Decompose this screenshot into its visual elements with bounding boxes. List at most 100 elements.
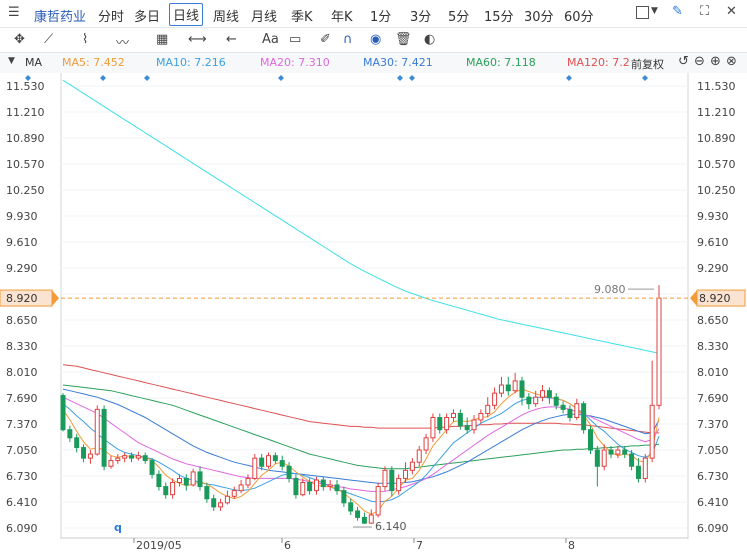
price-overlay: 8.920 8.920 9.080 6.140 q — [0, 75, 746, 534]
y-tick-label-left: 6.730 — [6, 470, 38, 483]
event-marker — [278, 75, 284, 81]
candle-body — [478, 412, 484, 421]
y-tick-label-left: 7.050 — [6, 444, 38, 457]
range-tool-icon[interactable]: ⟷ — [188, 32, 207, 47]
candle-body — [259, 457, 265, 467]
ma60-label: MA60: 7.118 — [466, 56, 536, 69]
period-tab-7[interactable]: 1分 — [370, 10, 392, 25]
candle-body — [355, 510, 361, 518]
y-tick-label-left: 11.530 — [6, 80, 45, 93]
collapse-icon[interactable]: ▼ — [8, 56, 15, 66]
eraser-icon[interactable]: ✐ — [320, 32, 331, 47]
line-tool-icon[interactable]: ⟋ — [44, 32, 54, 47]
candle-body — [67, 429, 73, 439]
y-tick-label-left: 8.010 — [6, 366, 38, 379]
ma120-label: MA120: 7.2 — [567, 56, 630, 69]
candle-body — [122, 455, 128, 459]
checkbox-icon[interactable] — [636, 6, 649, 19]
stock-name[interactable]: 康哲药业 — [34, 10, 87, 25]
candle-body — [272, 455, 278, 462]
magnet-icon[interactable]: ∩ — [343, 32, 353, 47]
period-tab-4[interactable]: 月线 — [251, 10, 278, 25]
candle-body — [416, 449, 422, 463]
y-tick-label-left: 10.570 — [6, 158, 45, 171]
y-tick-label-left: 7.370 — [6, 418, 38, 431]
period-tab-1[interactable]: 多日 — [134, 10, 161, 25]
y-tick-label-right: 7.690 — [697, 392, 729, 405]
kline-chart[interactable]: 11.530 11.210 10.890 10.570 10.250 9.930 9.610… — [0, 73, 747, 553]
candle-body — [156, 473, 162, 488]
y-tick-label-left: 9.290 — [6, 262, 38, 275]
candle-body — [81, 447, 87, 459]
candle-body — [635, 465, 641, 479]
zoom-in-icon[interactable]: ⊕ — [710, 54, 721, 69]
candle-body — [464, 425, 470, 431]
candle-body — [327, 484, 333, 488]
grid-tool-icon[interactable]: ▦ — [156, 32, 169, 47]
period-tab-10[interactable]: 15分 — [484, 10, 514, 25]
y-tick-label-right: 10.250 — [697, 184, 736, 197]
crosshair-icon[interactable]: ✥ — [14, 32, 25, 47]
y-tick-label-left: 11.210 — [6, 106, 45, 119]
arrow-left-icon[interactable]: ← — [226, 32, 237, 47]
current-price-label-right: 8.920 — [699, 292, 731, 305]
y-tick-label-right: 8.330 — [697, 340, 729, 353]
current-price-arrow-right — [690, 290, 697, 307]
y-tick-label-right: 11.210 — [697, 106, 736, 119]
chevron-down-icon[interactable]: ▼ — [651, 6, 658, 16]
close-icon[interactable]: ✕ — [726, 4, 737, 19]
candle-body — [594, 449, 600, 467]
period-tab-0[interactable]: 分时 — [98, 10, 125, 25]
candle-body — [293, 477, 299, 496]
period-tab-5[interactable]: 季K — [291, 10, 313, 25]
zoom-out-icon[interactable]: ⊖ — [694, 54, 705, 69]
left-price-axis: 11.530 11.210 10.890 10.570 10.250 9.930 9.610… — [6, 80, 45, 535]
candle-body — [197, 471, 203, 488]
x-tick-label: 6 — [284, 539, 291, 552]
undo-icon[interactable]: ↺ — [678, 54, 689, 69]
fullscreen-icon[interactable]: ⛶ — [700, 4, 710, 19]
candle-body — [409, 461, 415, 471]
candle-body — [142, 455, 148, 462]
event-marker — [144, 75, 150, 81]
close-indicator-icon[interactable]: ⊗ — [726, 54, 737, 69]
candle-body — [74, 437, 80, 449]
pen-icon[interactable]: ✎ — [672, 4, 683, 19]
candle-body — [403, 469, 409, 479]
eye-icon[interactable]: ◉ — [370, 32, 382, 47]
candle-body — [286, 465, 292, 479]
y-tick-label-right: 7.050 — [697, 444, 729, 457]
candle-body — [581, 403, 587, 431]
text-tool-icon[interactable]: Aa — [262, 32, 279, 47]
candle-body — [313, 479, 319, 492]
adjust-label[interactable]: 前复权 — [631, 58, 664, 71]
candle-body — [526, 396, 532, 405]
wave-tool-icon[interactable]: 〰 — [116, 36, 130, 51]
period-tab-6[interactable]: 年K — [331, 10, 353, 25]
period-tab-8[interactable]: 3分 — [410, 10, 432, 25]
high-annotation: 9.080 — [594, 283, 626, 296]
indicator-type[interactable]: MA — [25, 56, 43, 69]
period-tab-3[interactable]: 周线 — [213, 10, 240, 25]
period-tab-9[interactable]: 5分 — [448, 10, 470, 25]
event-marker — [642, 75, 648, 81]
period-tab-11[interactable]: 30分 — [524, 10, 554, 25]
candle-body — [170, 482, 176, 496]
y-tick-label-left: 9.930 — [6, 210, 38, 223]
candle-body — [190, 471, 196, 486]
comment-icon[interactable]: ▭ — [289, 32, 302, 47]
candle-body — [608, 449, 614, 455]
ray-tool-icon[interactable]: ⌇ — [82, 32, 89, 47]
candle-body — [368, 514, 374, 524]
menu-icon[interactable]: ☰ — [8, 5, 20, 20]
candle-body — [423, 437, 429, 451]
period-tab-12[interactable]: 60分 — [564, 10, 594, 25]
period-tab-2[interactable]: 日线 — [169, 3, 204, 26]
candle-body — [375, 486, 381, 516]
grid-lines — [60, 73, 689, 539]
candle-body — [396, 477, 402, 492]
candle-body — [512, 380, 518, 392]
candle-body — [245, 477, 251, 486]
trash-icon[interactable]: 🗑 — [395, 32, 412, 47]
toggle-icon[interactable]: ◐ — [424, 32, 436, 47]
